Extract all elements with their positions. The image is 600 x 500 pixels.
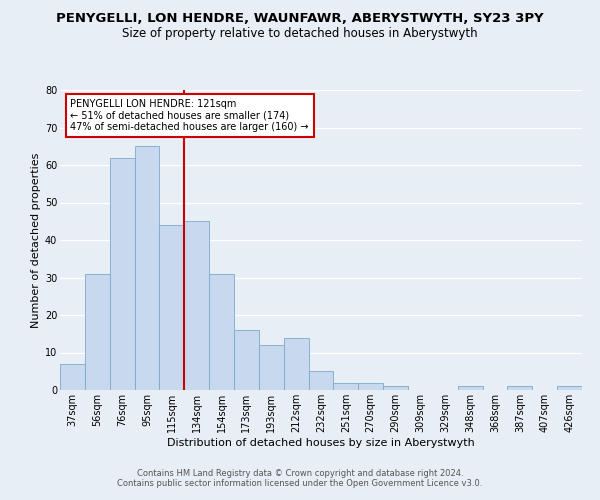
Bar <box>110 158 134 390</box>
Bar <box>160 225 184 390</box>
Bar <box>234 330 259 390</box>
Bar <box>458 386 482 390</box>
Bar <box>358 382 383 390</box>
Bar <box>308 371 334 390</box>
Bar <box>508 386 532 390</box>
Text: Size of property relative to detached houses in Aberystwyth: Size of property relative to detached ho… <box>122 28 478 40</box>
Bar <box>184 221 209 390</box>
Text: PENYGELLI LON HENDRE: 121sqm
← 51% of detached houses are smaller (174)
47% of s: PENYGELLI LON HENDRE: 121sqm ← 51% of de… <box>70 99 309 132</box>
Y-axis label: Number of detached properties: Number of detached properties <box>31 152 41 328</box>
Bar <box>557 386 582 390</box>
Bar <box>284 338 308 390</box>
Bar <box>209 274 234 390</box>
Bar <box>383 386 408 390</box>
Bar <box>85 274 110 390</box>
Bar <box>134 146 160 390</box>
X-axis label: Distribution of detached houses by size in Aberystwyth: Distribution of detached houses by size … <box>167 438 475 448</box>
Bar <box>334 382 358 390</box>
Bar <box>259 345 284 390</box>
Text: Contains public sector information licensed under the Open Government Licence v3: Contains public sector information licen… <box>118 478 482 488</box>
Text: Contains HM Land Registry data © Crown copyright and database right 2024.: Contains HM Land Registry data © Crown c… <box>137 468 463 477</box>
Text: PENYGELLI, LON HENDRE, WAUNFAWR, ABERYSTWYTH, SY23 3PY: PENYGELLI, LON HENDRE, WAUNFAWR, ABERYST… <box>56 12 544 26</box>
Bar <box>60 364 85 390</box>
